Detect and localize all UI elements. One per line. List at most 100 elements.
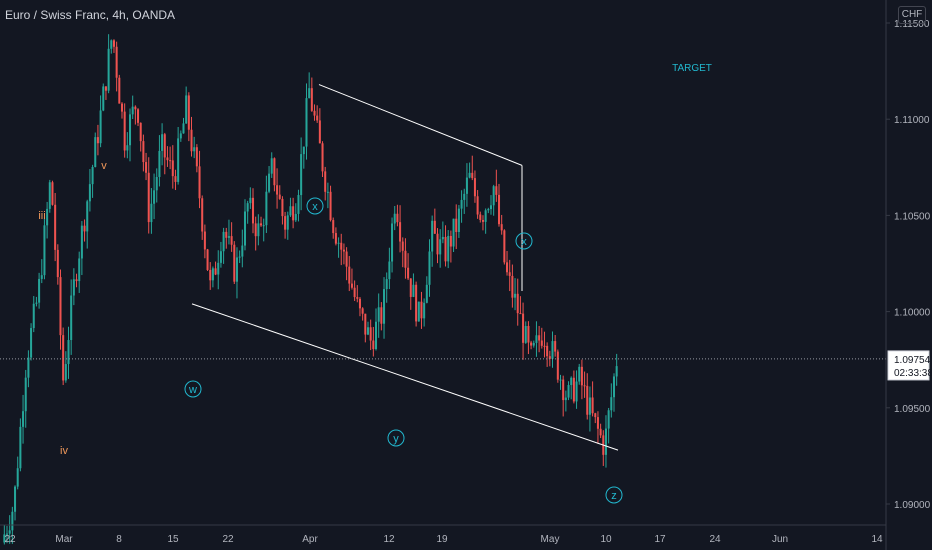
channel-upper-line[interactable] xyxy=(318,84,523,166)
x-tick-label: Mar xyxy=(55,534,73,545)
candle-body xyxy=(393,213,396,224)
candle-body xyxy=(559,379,562,381)
candle-body xyxy=(567,384,570,398)
candle-body xyxy=(94,137,97,167)
candle-body xyxy=(586,385,589,415)
wave-label-z: z xyxy=(611,490,617,502)
candle-body xyxy=(543,345,546,347)
last-price-value: 1.09754 xyxy=(894,355,931,366)
candle-body xyxy=(431,220,434,252)
candle-body xyxy=(62,335,65,381)
candle-body xyxy=(449,235,452,247)
candle-body xyxy=(123,111,126,151)
candle-body xyxy=(538,335,541,341)
candle-body xyxy=(300,154,303,196)
channel-lower-line[interactable] xyxy=(191,303,619,451)
candle-body xyxy=(324,171,327,192)
candle-body xyxy=(366,327,370,335)
y-tick-label: 1.11000 xyxy=(894,115,930,126)
candle-body xyxy=(270,158,273,174)
candle-body xyxy=(345,251,348,267)
wave-label-y: y xyxy=(393,433,399,445)
x-tick-label: 8 xyxy=(116,534,122,545)
candle-body xyxy=(580,366,583,386)
candle-body xyxy=(455,218,458,232)
candle-body xyxy=(329,191,332,221)
candle-body xyxy=(337,242,340,244)
candle-body xyxy=(276,185,279,195)
candle-body xyxy=(369,327,372,341)
candle-body xyxy=(241,245,244,257)
currency-badge[interactable]: CHF xyxy=(898,6,926,24)
candle-body xyxy=(131,106,134,115)
wave-label-w: w xyxy=(188,384,197,396)
candle-body xyxy=(139,122,142,142)
last-price-badge[interactable] xyxy=(887,350,930,381)
x-tick-label: Jun xyxy=(772,534,788,545)
candle-body xyxy=(575,381,578,402)
candle-body xyxy=(412,284,415,297)
candle-body xyxy=(564,397,567,401)
x-tick-label: 24 xyxy=(709,534,721,545)
candle-body xyxy=(11,511,14,531)
candle-body xyxy=(500,224,503,231)
candle-body xyxy=(519,313,522,315)
candle-body xyxy=(83,225,86,232)
candle-body xyxy=(506,262,509,273)
candle-body xyxy=(211,268,214,281)
x-tick-label: Apr xyxy=(302,534,318,545)
candle-body xyxy=(356,297,359,299)
candle-body xyxy=(562,379,565,401)
candle-body xyxy=(169,160,172,162)
candle-body xyxy=(104,86,107,91)
candle-body xyxy=(257,223,260,237)
candle-body xyxy=(316,115,319,121)
candle-body xyxy=(535,335,538,343)
candle-body xyxy=(195,147,198,167)
candle-body xyxy=(177,138,180,182)
candle-body xyxy=(107,48,110,91)
candle-body xyxy=(158,150,161,178)
candle-body xyxy=(46,208,49,226)
candle-body xyxy=(409,278,412,297)
candle-body xyxy=(110,40,113,49)
y-tick-label: 1.09500 xyxy=(894,404,931,415)
candle-body xyxy=(313,110,316,116)
candle-body xyxy=(249,197,252,204)
candle-body xyxy=(70,295,73,341)
candle-body xyxy=(342,249,345,252)
candle-body xyxy=(460,199,463,209)
candle-body xyxy=(556,351,559,380)
countdown-value: 02:33:38 xyxy=(894,368,932,379)
candle-body xyxy=(350,283,353,288)
candle-body xyxy=(166,157,169,161)
candle-body xyxy=(30,328,33,358)
x-tick-label: 14 xyxy=(871,534,883,545)
candle-body xyxy=(16,468,19,487)
candle-body xyxy=(612,376,616,398)
candle-body xyxy=(361,308,364,314)
candle-body xyxy=(284,216,287,230)
candle-body xyxy=(489,205,493,210)
candle-body xyxy=(185,95,188,124)
candle-body xyxy=(484,210,487,222)
candle-body xyxy=(599,428,602,436)
candle-body xyxy=(235,257,238,282)
candle-body xyxy=(217,262,220,275)
symbol-title[interactable]: Euro / Swiss Franc, 4h, OANDA xyxy=(5,8,176,22)
candle-body xyxy=(591,397,594,414)
candle-body xyxy=(305,98,308,147)
candle-body xyxy=(527,325,530,343)
wave-label-iii: iii xyxy=(38,210,45,222)
x-tick-label: 19 xyxy=(436,534,448,545)
candle-body xyxy=(607,410,610,429)
candle-body xyxy=(423,302,426,319)
y-tick-label: 1.10000 xyxy=(894,308,931,319)
candle-body xyxy=(72,279,75,296)
candle-body xyxy=(415,284,418,322)
wave-label-x: x xyxy=(312,201,318,213)
candle-body xyxy=(214,268,217,275)
